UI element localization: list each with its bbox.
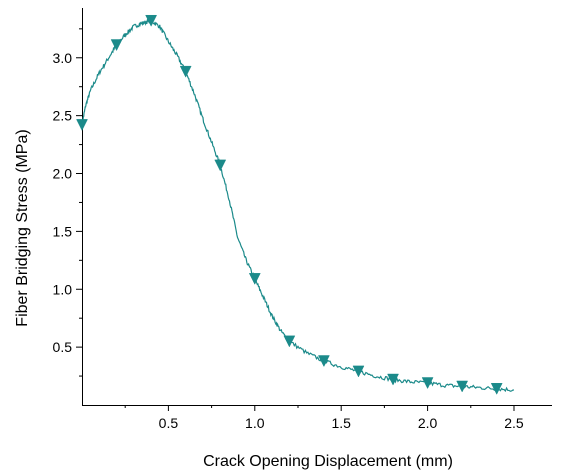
- data-point-marker: [318, 355, 330, 368]
- data-point-marker: [387, 373, 399, 386]
- y-axis-label: Fiber Bridging Stress (MPa): [14, 129, 31, 326]
- x-axis-label: Crack Opening Displacement (mm): [203, 453, 453, 470]
- x-tick-label: 2.5: [504, 415, 524, 431]
- data-point-marker: [145, 14, 158, 27]
- y-tick-label: 1.0: [53, 281, 73, 297]
- data-point-marker: [214, 159, 227, 172]
- series-markers: [76, 14, 503, 395]
- y-tick-label: 2.0: [53, 166, 73, 182]
- plot-area: 0.5 1.0 1.5 2.0 2.5 0.5 1.0 1.5 2.0 2.5 3.0: [53, 8, 552, 431]
- y-axis-ticks: 0.5 1.0 1.5 2.0 2.5 3.0: [53, 28, 82, 377]
- y-tick-label: 0.5: [53, 339, 73, 355]
- y-tick-label: 2.5: [53, 108, 73, 124]
- data-point-marker: [352, 365, 365, 378]
- data-point-marker: [421, 377, 434, 390]
- data-point-marker: [490, 383, 503, 395]
- data-point-marker: [110, 39, 123, 52]
- series-line: [81, 17, 515, 393]
- data-point-marker: [179, 65, 192, 78]
- x-tick-label: 2.0: [418, 415, 438, 431]
- data-point-marker: [456, 380, 469, 393]
- x-tick-label: 1.5: [331, 415, 351, 431]
- y-tick-label: 3.0: [53, 50, 73, 66]
- data-point-marker: [283, 335, 296, 348]
- data-point-marker: [248, 273, 261, 285]
- x-tick-label: 1.0: [245, 415, 265, 431]
- x-tick-label: 0.5: [159, 415, 179, 431]
- y-tick-label: 1.5: [53, 223, 73, 239]
- x-axis-ticks: 0.5 1.0 1.5 2.0 2.5: [124, 405, 524, 431]
- data-point-marker: [76, 119, 88, 131]
